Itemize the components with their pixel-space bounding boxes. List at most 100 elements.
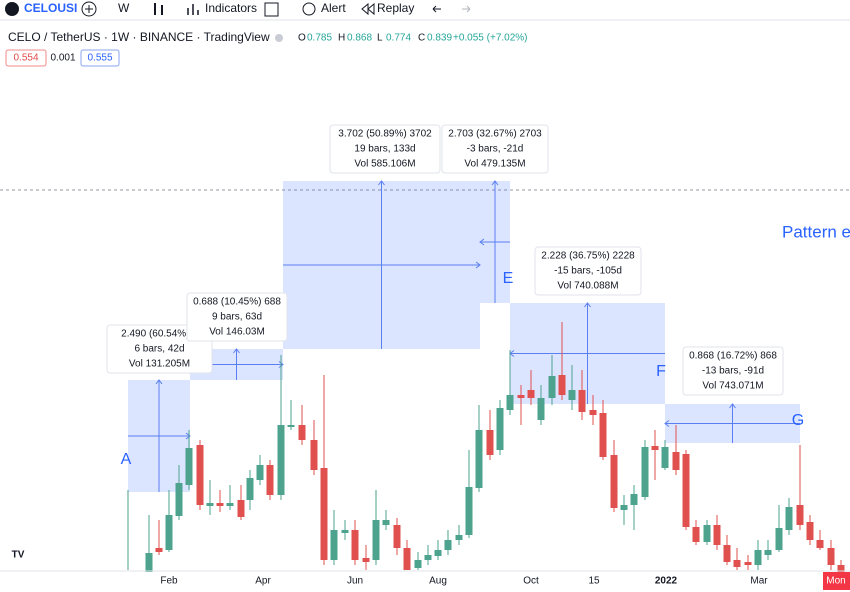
- candle-body: [165, 515, 173, 550]
- interval[interactable]: W: [118, 1, 130, 15]
- candle-body: [185, 448, 193, 485]
- measure-label: 6 bars, 42d: [134, 344, 184, 355]
- candle-body: [237, 500, 245, 517]
- undo[interactable]: [432, 5, 441, 13]
- candle-body: [703, 525, 711, 542]
- candle-body: [155, 548, 163, 552]
- candle-body: [226, 503, 234, 506]
- x-tick-label: Oct: [523, 576, 539, 587]
- candle-body: [351, 530, 359, 560]
- measure-label-box: [534, 246, 642, 296]
- candle-body: [424, 555, 432, 560]
- current-date-box: [823, 572, 850, 590]
- ohlc-value: 0.868: [347, 33, 372, 44]
- toolbar: [0, 0, 850, 20]
- alert-icon: [302, 2, 316, 16]
- candle-body: [816, 540, 824, 548]
- candles: [127, 322, 845, 572]
- measure-label: -13 bars, -91d: [702, 366, 764, 377]
- candle-body: [723, 545, 731, 562]
- pattern-letter: E: [503, 270, 514, 287]
- candle-body: [827, 548, 835, 565]
- measure-label-box: [106, 324, 213, 374]
- measure-label: -15 bars, -105d: [554, 266, 622, 277]
- candle-body: [630, 494, 638, 505]
- plus-icon: [85, 5, 93, 13]
- tv-logo-bg: [9, 545, 27, 563]
- buy-price: 0.555: [87, 53, 112, 64]
- candle-body: [403, 548, 411, 570]
- pattern-letter: F: [656, 363, 666, 380]
- pattern-letter: A: [121, 451, 132, 468]
- candle-body: [527, 390, 535, 398]
- status-dot: [275, 34, 283, 42]
- ohlc-key: H: [338, 33, 345, 44]
- candle-body: [661, 447, 669, 468]
- candle-body: [372, 520, 380, 560]
- pattern-letters: A E F G: [121, 270, 805, 468]
- candle-body: [692, 527, 700, 542]
- candle-body: [266, 465, 274, 495]
- ohlc-value: 0.839: [427, 33, 452, 44]
- x-tick-label: 2022: [655, 576, 678, 587]
- ohlc: O 0.785 H 0.868 L 0.774 C 0.839: [298, 33, 452, 44]
- candle-body: [537, 398, 545, 420]
- add-symbol[interactable]: [81, 1, 97, 17]
- measure-label-box: [682, 346, 784, 396]
- ohlc-value: 0.785: [307, 33, 332, 44]
- symbol-logo: [5, 2, 19, 16]
- ohlc-key: O: [298, 33, 306, 44]
- candle-body: [341, 530, 349, 533]
- alert[interactable]: Alert: [321, 1, 346, 15]
- candle-body: [764, 550, 772, 555]
- sell-box[interactable]: [5, 49, 47, 67]
- candle-body: [298, 425, 306, 440]
- candle-body: [393, 525, 401, 548]
- candle-body: [610, 455, 618, 508]
- candle-body: [175, 483, 183, 516]
- candle-body: [578, 390, 586, 412]
- candle-body: [475, 430, 483, 488]
- layouts[interactable]: [264, 2, 279, 17]
- buy-box[interactable]: [80, 49, 120, 67]
- measure-label: 2.703 (32.67%) 2703: [448, 129, 542, 140]
- candle-body: [599, 413, 607, 457]
- symbol[interactable]: CELOUSI: [24, 1, 77, 15]
- pattern-letter: G: [792, 412, 804, 429]
- legend-title: CELO / TetherUS · 1W · BINANCE · Trading…: [8, 30, 270, 44]
- measure-label: 3.702 (50.89%) 3702: [338, 129, 432, 140]
- measure-label: Vol 740.088M: [557, 281, 618, 292]
- replay[interactable]: Replay: [377, 1, 414, 15]
- candle-body: [382, 520, 390, 525]
- spread: 0.001: [50, 53, 75, 64]
- measurements: [128, 180, 800, 492]
- candle-body: [620, 505, 628, 510]
- candle-body: [796, 505, 804, 525]
- candle-body: [506, 395, 514, 410]
- candle-body: [517, 395, 525, 398]
- chart-type[interactable]: [154, 3, 163, 15]
- measure-label: Vol 131.205M: [129, 359, 190, 370]
- candle-body: [641, 447, 649, 497]
- measure-arrow: [128, 432, 191, 440]
- candle-body: [733, 560, 741, 567]
- measure-labels: 2.490 (60.54%) 2 6 bars, 42d Vol 131.205M 0…: [106, 124, 784, 396]
- candle-body: [320, 468, 328, 560]
- redo[interactable]: [462, 5, 471, 13]
- x-axis: Feb Apr Jun Aug Oct 15 2022 Mar Mon: [160, 572, 850, 590]
- indicators[interactable]: Indicators: [205, 1, 257, 15]
- candle-body: [246, 478, 254, 500]
- candle-body: [196, 445, 204, 505]
- measure-arrow: [664, 420, 800, 427]
- x-tick-label: Jun: [347, 576, 363, 587]
- measure-label: Vol 146.03M: [209, 327, 265, 338]
- candle-body: [206, 503, 214, 506]
- candle-body: [651, 446, 659, 450]
- candle-body: [568, 390, 576, 400]
- candle-body: [806, 522, 814, 540]
- candle-body: [310, 440, 318, 470]
- candle-body: [589, 410, 597, 415]
- tv-logo: TV: [12, 550, 25, 561]
- measure-label: 9 bars, 63d: [212, 312, 262, 323]
